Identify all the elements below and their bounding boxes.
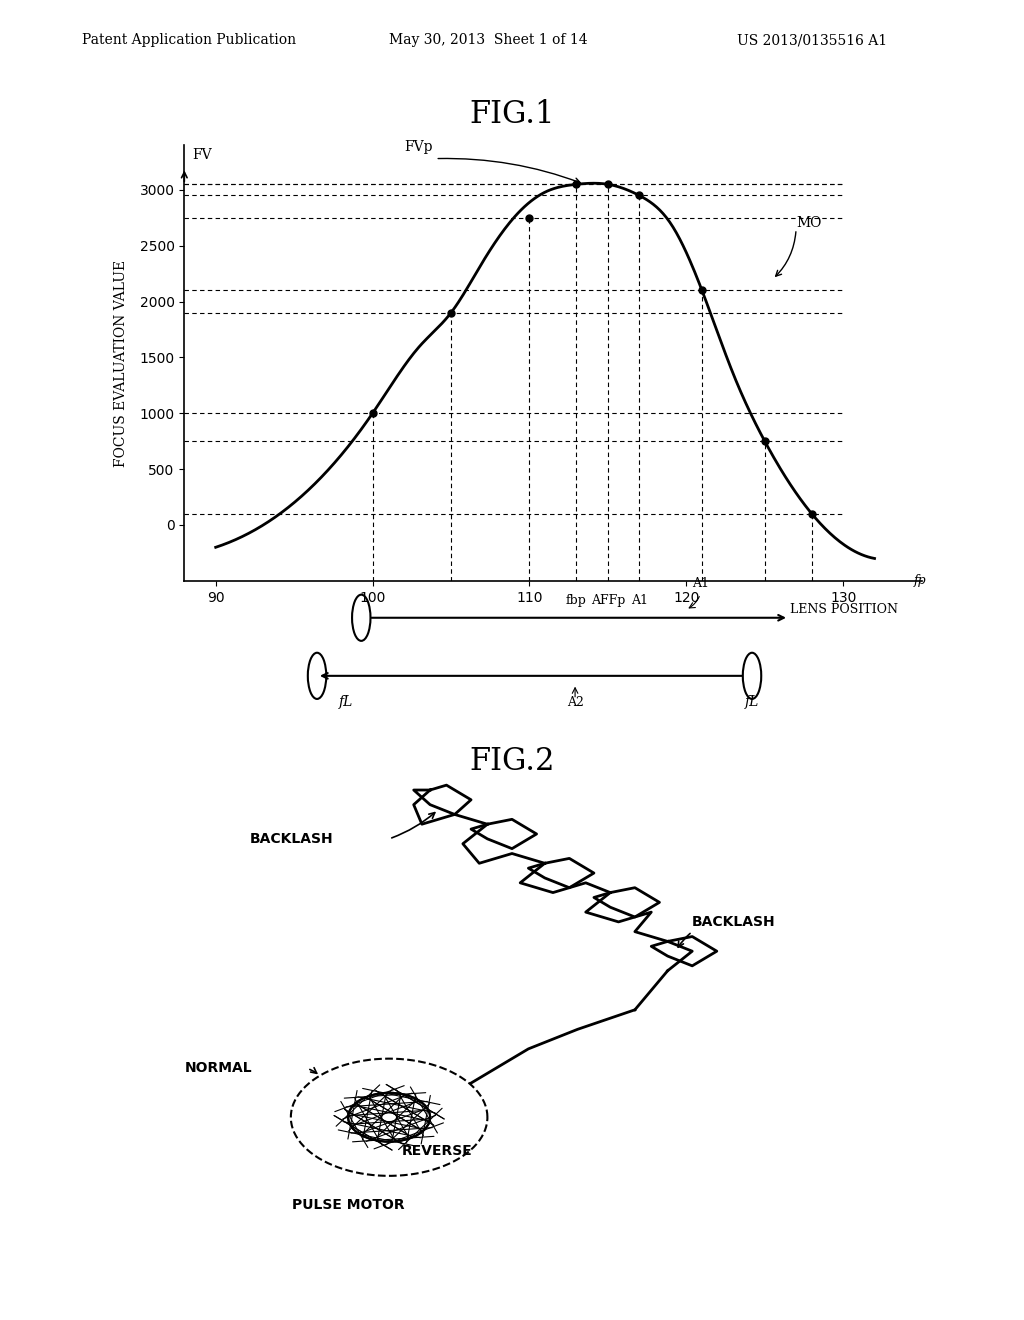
Text: US 2013/0135516 A1: US 2013/0135516 A1	[737, 33, 888, 48]
Text: FVp: FVp	[403, 140, 432, 154]
Text: fL: fL	[744, 696, 759, 709]
Text: fp: fp	[913, 574, 927, 587]
Text: fL: fL	[339, 696, 353, 709]
Text: FIG.1: FIG.1	[469, 99, 555, 129]
Circle shape	[348, 1093, 430, 1142]
Text: MO: MO	[796, 216, 821, 231]
Text: NORMAL: NORMAL	[184, 1061, 252, 1076]
Text: BACKLASH: BACKLASH	[692, 915, 776, 929]
Text: AFFp: AFFp	[591, 594, 625, 607]
Text: FIG.2: FIG.2	[469, 746, 555, 776]
Text: BACKLASH: BACKLASH	[250, 832, 334, 846]
Text: fbp: fbp	[566, 594, 587, 607]
Y-axis label: FOCUS EVALUATION VALUE: FOCUS EVALUATION VALUE	[115, 260, 128, 466]
Text: LENS POSITION: LENS POSITION	[791, 603, 898, 616]
Text: REVERSE: REVERSE	[401, 1144, 472, 1159]
Text: May 30, 2013  Sheet 1 of 14: May 30, 2013 Sheet 1 of 14	[389, 33, 588, 48]
Text: Patent Application Publication: Patent Application Publication	[82, 33, 296, 48]
Text: A1: A1	[692, 577, 709, 590]
Text: FV: FV	[193, 148, 212, 162]
Text: PULSE MOTOR: PULSE MOTOR	[292, 1199, 404, 1212]
Text: A1: A1	[631, 594, 648, 607]
Text: A2: A2	[566, 696, 584, 709]
